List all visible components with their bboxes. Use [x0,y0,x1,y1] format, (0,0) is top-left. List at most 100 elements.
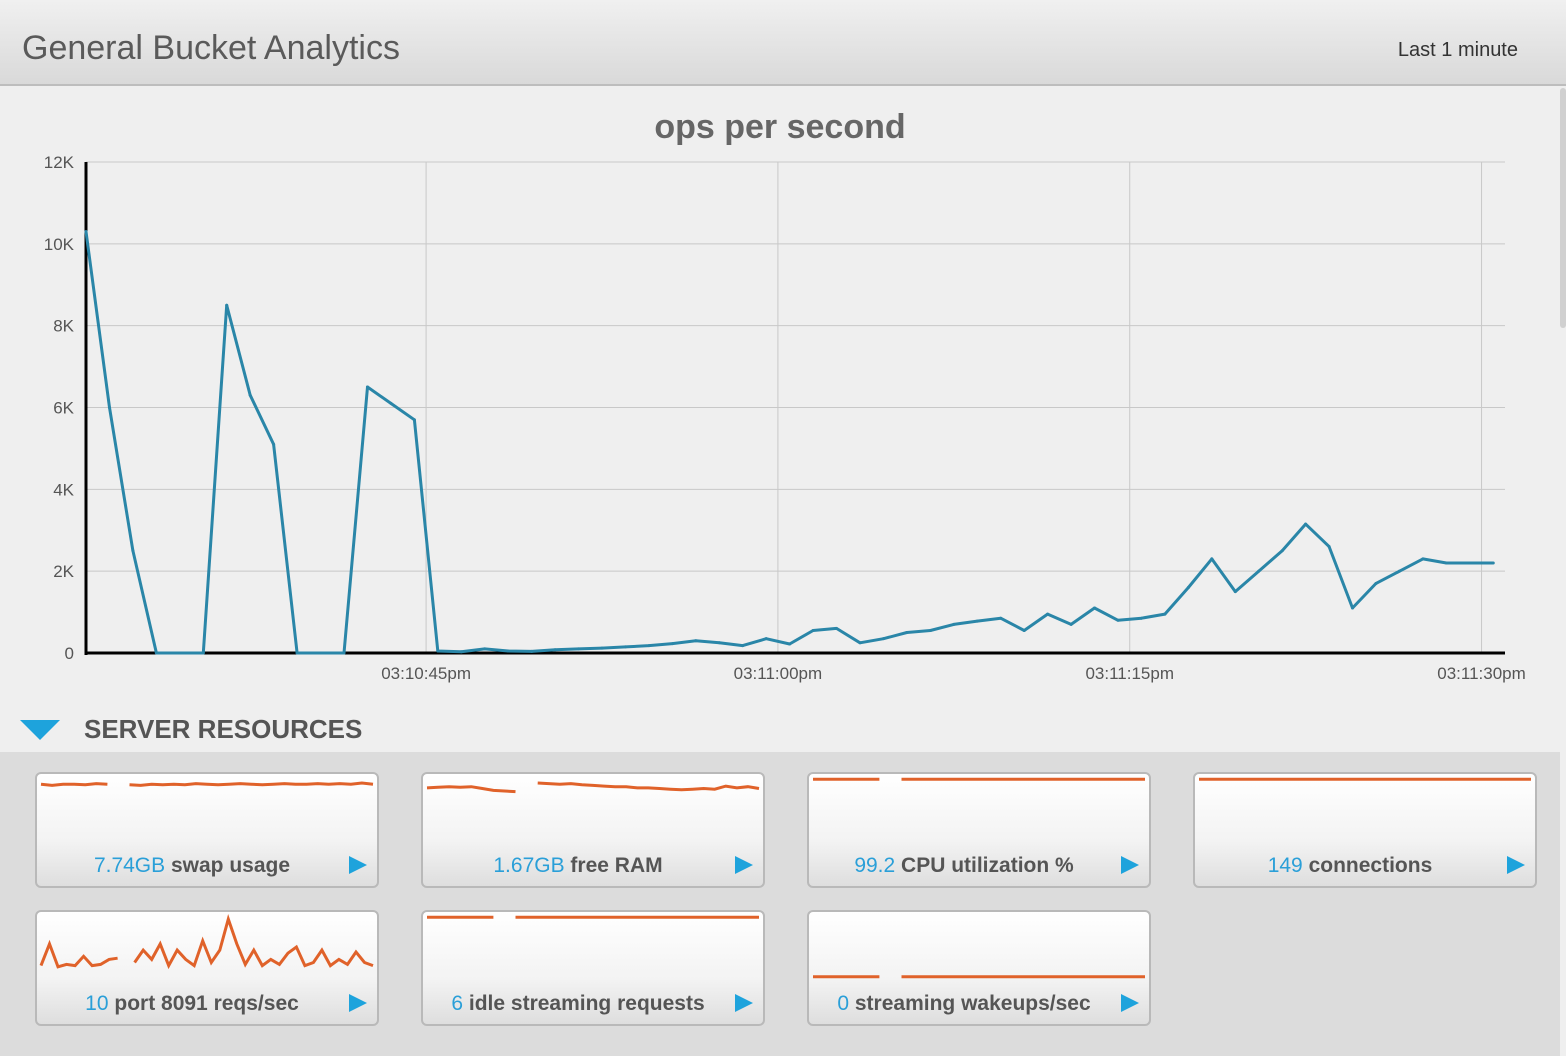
data-point [1093,606,1097,610]
page-title: General Bucket Analytics [22,29,400,67]
triangle-right-icon[interactable] [1121,856,1139,874]
triangle-right-icon[interactable] [349,856,367,874]
stat-value: 1.67GB [493,854,565,877]
triangle-right-icon[interactable] [349,994,367,1012]
data-point [1444,561,1448,565]
time-range-selector[interactable]: Last 1 minute [1397,39,1518,61]
stat-value: 149 [1267,854,1303,877]
data-point [412,418,416,422]
stat-caption: 0 streaming wakeups/sec [809,992,1119,1016]
y-tick-label: 12K [44,153,75,172]
sparkline [427,915,759,919]
data-point [248,393,252,397]
sparkline [813,975,1145,979]
data-point [107,406,111,409]
stat-card[interactable]: 0 streaming wakeups/sec [807,910,1151,1026]
triangle-right-icon[interactable] [735,994,753,1012]
data-point [741,644,745,648]
data-point [952,622,956,626]
data-point [201,651,205,655]
triangle-right-icon[interactable] [735,856,753,874]
stat-label: CPU utilization % [895,854,1074,877]
data-point [84,230,88,234]
triangle-right-icon[interactable] [1507,856,1525,874]
y-tick-label: 6K [53,399,74,418]
data-point [1139,616,1143,620]
data-point [694,639,698,643]
data-point [600,646,604,650]
stat-value: 99.2 [854,854,896,877]
data-point [1022,628,1026,632]
data-point [928,628,932,632]
stat-caption: 6 idle streaming requests [423,992,733,1016]
sparkline-segment [133,914,374,970]
sparkline [40,781,374,787]
data-point [1304,522,1308,526]
header: General Bucket Analytics Last 1 minute [0,0,1566,86]
data-point [1233,590,1237,594]
stat-caption: 99.2 CPU utilization % [809,854,1119,878]
stat-value: 6 [451,992,464,1015]
data-point [858,641,862,645]
y-tick-label: 2K [53,562,74,581]
data-point [530,649,534,653]
y-tick-label: 4K [53,480,74,499]
data-point [553,648,557,652]
stat-caption: 10 port 8091 reqs/sec [37,992,347,1016]
data-point [1374,581,1378,585]
stat-card[interactable]: 7.74GB swap usage [35,772,379,888]
ops-chart: 0 2K 4K 6K 8K 10K 12K 03:10:45pm 03:11:00pm 03:11… [44,153,1526,683]
data-point [577,647,581,651]
scrollbar[interactable] [1560,88,1566,328]
stat-label: streaming wakeups/sec [849,992,1091,1015]
data-point [459,650,463,654]
data-point [717,641,721,645]
triangle-down-icon [20,720,60,740]
data-point [881,637,885,641]
y-tick-label: 0 [65,644,74,663]
stat-label: swap usage [165,854,291,877]
sparkline-segment [426,785,516,794]
stat-card[interactable]: 6 idle streaming requests [421,910,765,1026]
series-line [84,231,1494,655]
data-point [1046,612,1050,616]
stat-caption: 7.74GB swap usage [37,854,347,878]
stat-card[interactable]: 149 connections [1193,772,1537,888]
y-tick-label: 8K [53,317,74,336]
data-point [1280,549,1284,553]
data-point [905,631,909,635]
data-point [365,385,369,389]
stat-label: free RAM [564,854,663,877]
data-point [1397,569,1401,573]
data-point [178,651,182,655]
sparkline-segment [40,782,108,787]
server-resources-toggle[interactable]: SERVER RESOURCES [20,706,620,750]
data-point [788,642,792,646]
x-tick-label: 03:11:15pm [1085,664,1174,683]
stat-card[interactable]: 1.67GB free RAM [421,772,765,888]
x-tick-label: 03:10:45pm [381,664,471,683]
data-point [154,651,158,655]
sparkline-segment [537,781,760,792]
stat-caption: 149 connections [1195,854,1505,878]
data-point [389,401,393,405]
data-point [483,647,487,651]
stat-label: port 8091 reqs/sec [108,992,299,1015]
data-point [1351,606,1355,610]
data-point [1116,618,1120,622]
stat-card[interactable]: 10 port 8091 reqs/sec [35,910,379,1026]
x-tick-label: 03:11:00pm [734,664,823,683]
triangle-right-icon[interactable] [1121,994,1139,1012]
sparkline [39,914,374,970]
chart-title: ops per second [654,108,906,146]
data-point [295,651,299,655]
data-point [1069,622,1073,626]
data-point [999,616,1003,620]
stat-card[interactable]: 99.2 CPU utilization % [807,772,1151,888]
data-point [647,644,651,648]
stat-label: connections [1302,854,1433,877]
stat-label: idle streaming requests [463,992,705,1015]
data-point [506,649,510,653]
data-point [225,303,229,307]
data-point [835,626,839,630]
